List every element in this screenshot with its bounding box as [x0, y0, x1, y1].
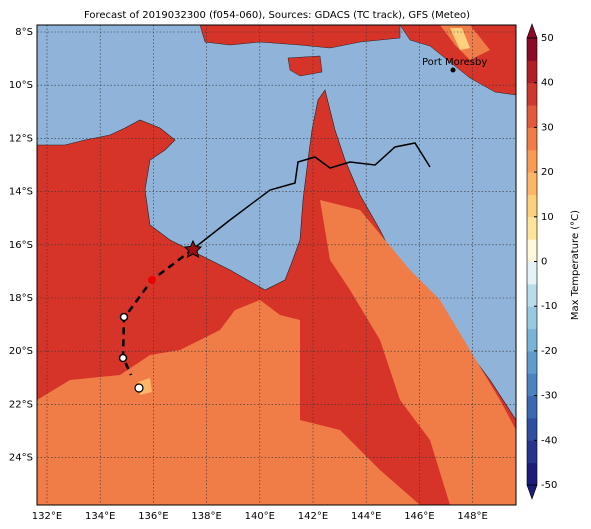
lat-label: 12°S: [9, 133, 33, 144]
track-point: [118, 353, 128, 363]
lat-label: 14°S: [9, 187, 33, 198]
map-frame: [36, 24, 517, 506]
city-label: Port Moresby: [422, 57, 487, 68]
lat-label: 18°S: [9, 293, 33, 304]
track-point: [148, 276, 156, 284]
colorbar-tick-label: 10: [541, 212, 554, 223]
colorbar: 50 40 30 20 10 0 -10 -20 -30 -40 -50: [526, 23, 557, 500]
lon-label: 142°E: [298, 511, 328, 522]
lat-label: 22°S: [9, 399, 33, 410]
land: [287, 55, 323, 77]
colorbar-band: [527, 373, 537, 397]
colorbar-tick-label: -10: [541, 301, 557, 312]
colorbar-tick-label: -30: [541, 391, 557, 402]
colorbar-band: [527, 82, 537, 106]
colorbar-tick-label: 30: [541, 122, 554, 133]
colorbar-band: [527, 38, 537, 61]
lon-label: 138°E: [191, 511, 221, 522]
colorbar-tick-label: 50: [541, 33, 554, 44]
colorbar-band: [527, 261, 537, 285]
lat-label: 20°S: [9, 346, 33, 357]
colorbar-label: Max Temperature (°C): [570, 210, 581, 320]
lat-label: 10°S: [9, 80, 33, 91]
city-marker: [450, 67, 456, 73]
land: [199, 24, 401, 49]
lon-label: 132°E: [32, 511, 62, 522]
map: Port Moresby: [36, 24, 517, 506]
track-point: [134, 383, 144, 393]
land: [320, 200, 516, 505]
lon-label: 148°E: [457, 511, 487, 522]
colorbar-band: [527, 105, 537, 128]
past-track: [192, 142, 431, 250]
lat-label: 8°S: [15, 27, 33, 38]
colorbar-tick-label: 40: [541, 78, 554, 89]
colorbar-band: [527, 149, 537, 173]
colorbar-band: [527, 216, 537, 240]
colorbar-band: [527, 283, 537, 307]
colorbar-band: [527, 127, 537, 151]
colorbar-tick-label: -40: [541, 435, 557, 446]
lon-label: 134°E: [85, 511, 115, 522]
colorbar-extend: [526, 484, 538, 500]
lon-label: 136°E: [138, 511, 168, 522]
colorbar-band: [527, 239, 537, 262]
lon-label: 144°E: [351, 511, 381, 522]
colorbar-band: [527, 60, 537, 84]
colorbar-band: [527, 440, 537, 464]
colorbar-tick-label: 20: [541, 167, 554, 178]
lat-label: 24°S: [9, 453, 33, 464]
colorbar-tick-label: -50: [541, 480, 557, 491]
current-position: [183, 239, 203, 258]
colorbar-band: [527, 350, 537, 374]
lon-label: 140°E: [245, 511, 275, 522]
colorbar-tick-label: -20: [541, 346, 557, 357]
colorbar-band: [527, 172, 537, 195]
colorbar-band: [527, 417, 537, 441]
lat-label: 16°S: [9, 240, 33, 251]
colorbar-band: [527, 306, 537, 330]
map-title: Forecast of 2019032300 (f054-060), Sourc…: [84, 10, 470, 21]
colorbar-band: [527, 395, 537, 419]
colorbar-band: [527, 462, 537, 486]
colorbar-extend: [526, 23, 538, 39]
colorbar-band: [527, 194, 537, 218]
land: [37, 300, 420, 505]
track-point: [119, 312, 129, 322]
colorbar-band: [527, 328, 537, 352]
colorbar-tick-label: 0: [541, 257, 547, 268]
lon-label: 146°E: [404, 511, 434, 522]
land: [450, 28, 470, 50]
graticule: [37, 25, 516, 505]
